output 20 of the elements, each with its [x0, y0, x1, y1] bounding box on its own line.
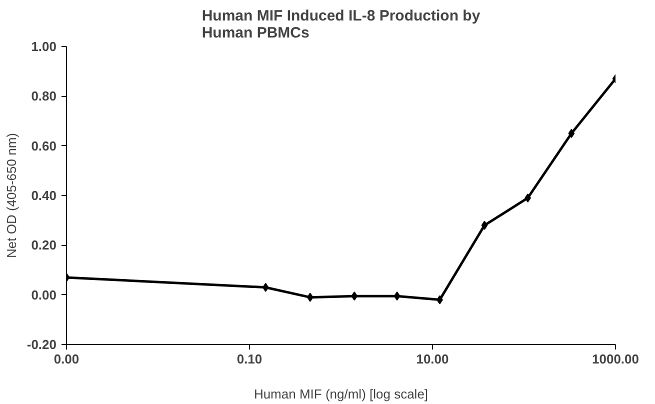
y-axis-title: Net OD (405-650 nm) [4, 132, 19, 258]
x-tick-label: 1000.00 [592, 352, 640, 366]
x-axis-title: Human MIF (ng/ml) [log scale] [254, 386, 428, 402]
y-tick-label: 0.00 [31, 287, 57, 302]
x-tick-label: 10.00 [416, 352, 449, 366]
point [568, 128, 575, 138]
y-tick-label: 0.40 [31, 188, 57, 203]
y-tick-label: 0.20 [31, 238, 57, 253]
y-tick-label: 1.00 [31, 39, 57, 54]
point [306, 292, 314, 302]
y-tick-label: 0.80 [31, 88, 57, 104]
x-tick-label: 0.10 [236, 352, 262, 366]
point [262, 282, 269, 292]
point [481, 220, 488, 230]
y-tick-label: 0.60 [31, 138, 57, 154]
chart-title: Human MIF Induced IL-8 Production by Human PBMCs [202, 8, 481, 42]
y-tick-label: -0.20 [26, 337, 57, 352]
x-tick-label: 0.00 [54, 352, 80, 366]
point [351, 292, 358, 301]
point [394, 292, 400, 301]
